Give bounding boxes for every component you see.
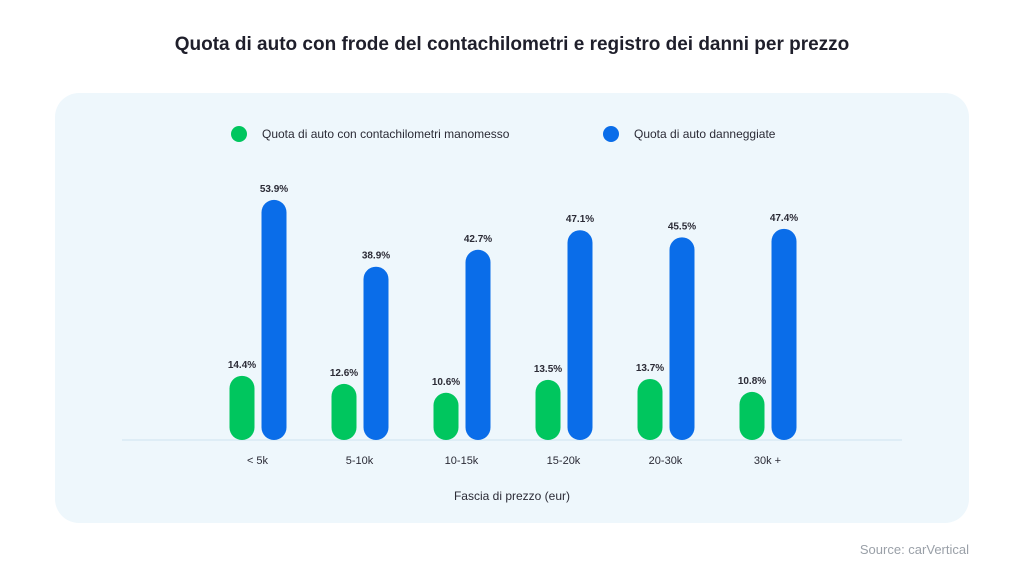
bar-label-odometer-0: 14.4% <box>228 360 256 371</box>
x-axis-title: Fascia di prezzo (eur) <box>453 489 571 503</box>
bar-label-odometer-3: 13.5% <box>534 364 562 375</box>
bar-label-damaged-4: 45.5% <box>668 221 696 232</box>
bar-odometer-1 <box>331 383 357 440</box>
bar-damaged-5 <box>771 228 797 440</box>
bar-odometer-0 <box>229 375 255 440</box>
x-tick-label-2: 10-15k <box>445 455 479 467</box>
bar-label-odometer-2: 10.6% <box>432 377 460 388</box>
legend-green-dot <box>231 126 247 142</box>
x-tick-label-5: 30k + <box>754 455 781 467</box>
chart-panel <box>55 93 969 523</box>
bar-odometer-5 <box>739 391 765 440</box>
bar-label-damaged-5: 47.4% <box>770 213 798 224</box>
x-tick-label-4: 20-30k <box>649 455 683 467</box>
bar-label-damaged-2: 42.7% <box>464 234 492 245</box>
source-note: Source: carVertical <box>859 542 969 557</box>
bar-damaged-1 <box>363 266 389 440</box>
bar-damaged-0 <box>261 199 287 440</box>
bar-damaged-4 <box>669 237 695 440</box>
chart-title: Quota di auto con frode del contachilome… <box>174 34 850 55</box>
x-tick-label-1: 5-10k <box>346 455 374 467</box>
bar-damaged-2 <box>465 249 491 440</box>
bar-label-odometer-5: 10.8% <box>738 376 766 387</box>
bar-label-odometer-1: 12.6% <box>330 368 358 379</box>
legend-blue-dot <box>603 126 619 142</box>
x-tick-label-3: 15-20k <box>547 455 581 467</box>
bar-odometer-4 <box>637 378 663 440</box>
bar-label-damaged-3: 47.1% <box>566 214 594 225</box>
legend-label-odometer: Quota di auto con contachilometri manome… <box>262 127 510 141</box>
bar-label-odometer-4: 13.7% <box>636 363 664 374</box>
bar-damaged-3 <box>567 230 593 440</box>
x-tick-label-0: < 5k <box>247 455 269 467</box>
bar-label-damaged-0: 53.9% <box>260 184 288 195</box>
bar-odometer-3 <box>535 379 561 440</box>
bar-label-damaged-1: 38.9% <box>362 251 390 262</box>
bar-odometer-2 <box>433 392 459 440</box>
legend-label-damaged: Quota di auto danneggiate <box>634 127 776 141</box>
